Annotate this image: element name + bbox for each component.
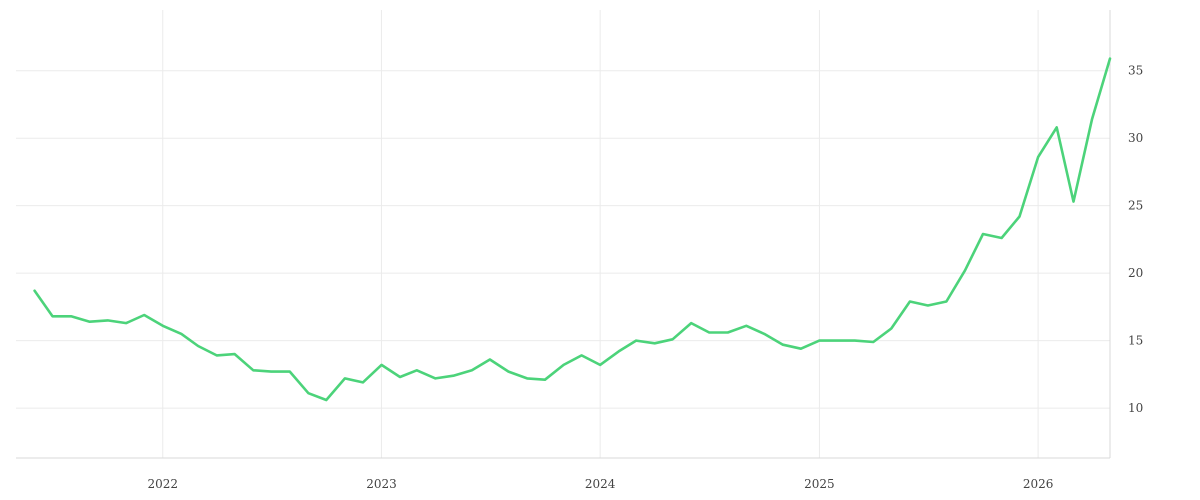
grid [16, 10, 1110, 458]
y-tick-label: 15 [1128, 334, 1143, 348]
x-tick-label: 2025 [804, 477, 835, 491]
x-tick-label: 2023 [366, 477, 397, 491]
series [33, 57, 1112, 402]
series-line [33, 57, 1112, 402]
y-tick-label: 25 [1128, 199, 1143, 213]
x-tick-label: 2026 [1023, 477, 1054, 491]
y-tick-label: 30 [1128, 131, 1143, 145]
y-tick-label: 35 [1128, 64, 1143, 78]
x-tick-label: 2022 [148, 477, 179, 491]
y-tick-label: 10 [1128, 401, 1143, 415]
axes [16, 10, 1111, 459]
y-tick-label: 20 [1128, 266, 1143, 280]
x-tick-label: 2024 [585, 477, 616, 491]
